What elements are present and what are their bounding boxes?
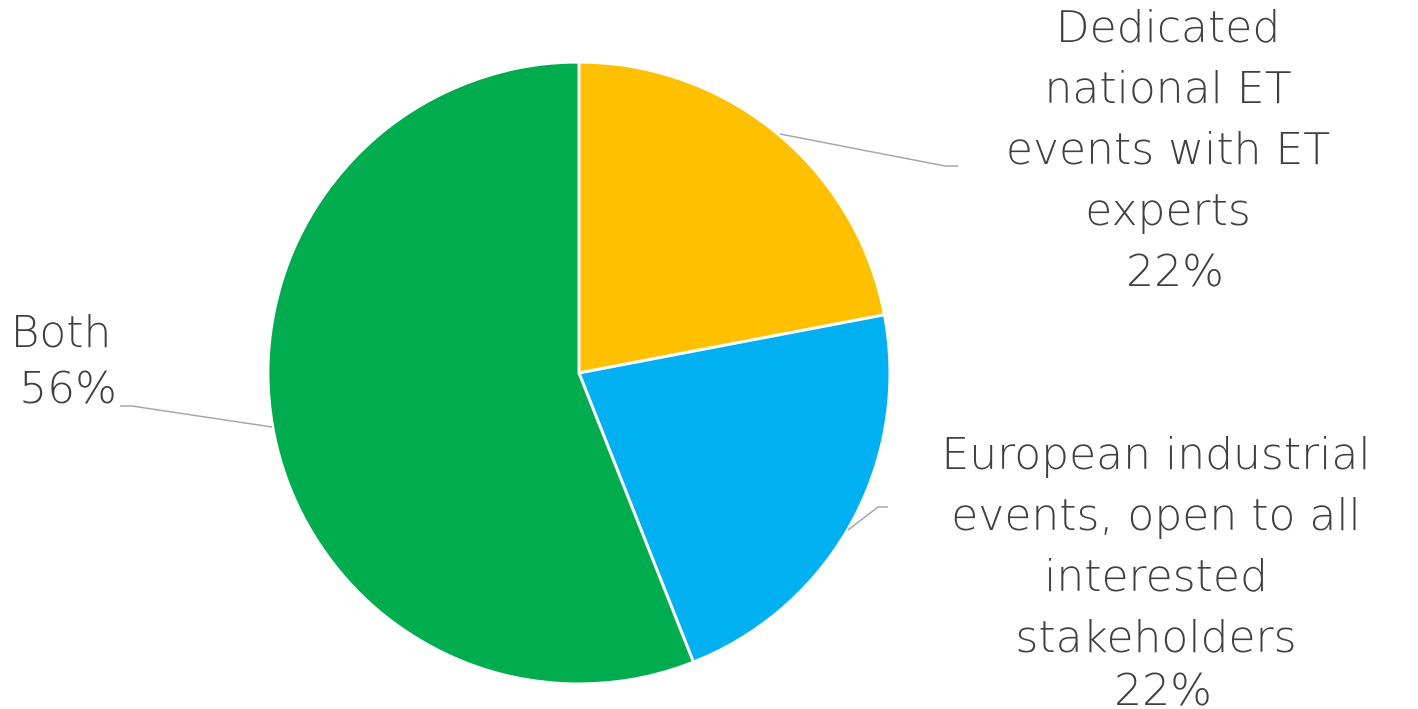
leader-line-both xyxy=(120,405,273,428)
leader-line-dedicated xyxy=(779,133,958,167)
data-label-dedicated: Dedicated national ET events with ET exp… xyxy=(1006,2,1344,297)
data-label-both: Both 56% xyxy=(11,307,126,414)
leader-lines xyxy=(120,133,958,531)
pie-slice-dedicated xyxy=(577,60,887,375)
pie-slice-both xyxy=(266,60,696,686)
pie-slices xyxy=(266,60,892,686)
pie-slice-european xyxy=(576,312,892,665)
leader-line-european xyxy=(847,506,888,531)
data-label-european: European industrial events, open to all … xyxy=(941,429,1384,709)
